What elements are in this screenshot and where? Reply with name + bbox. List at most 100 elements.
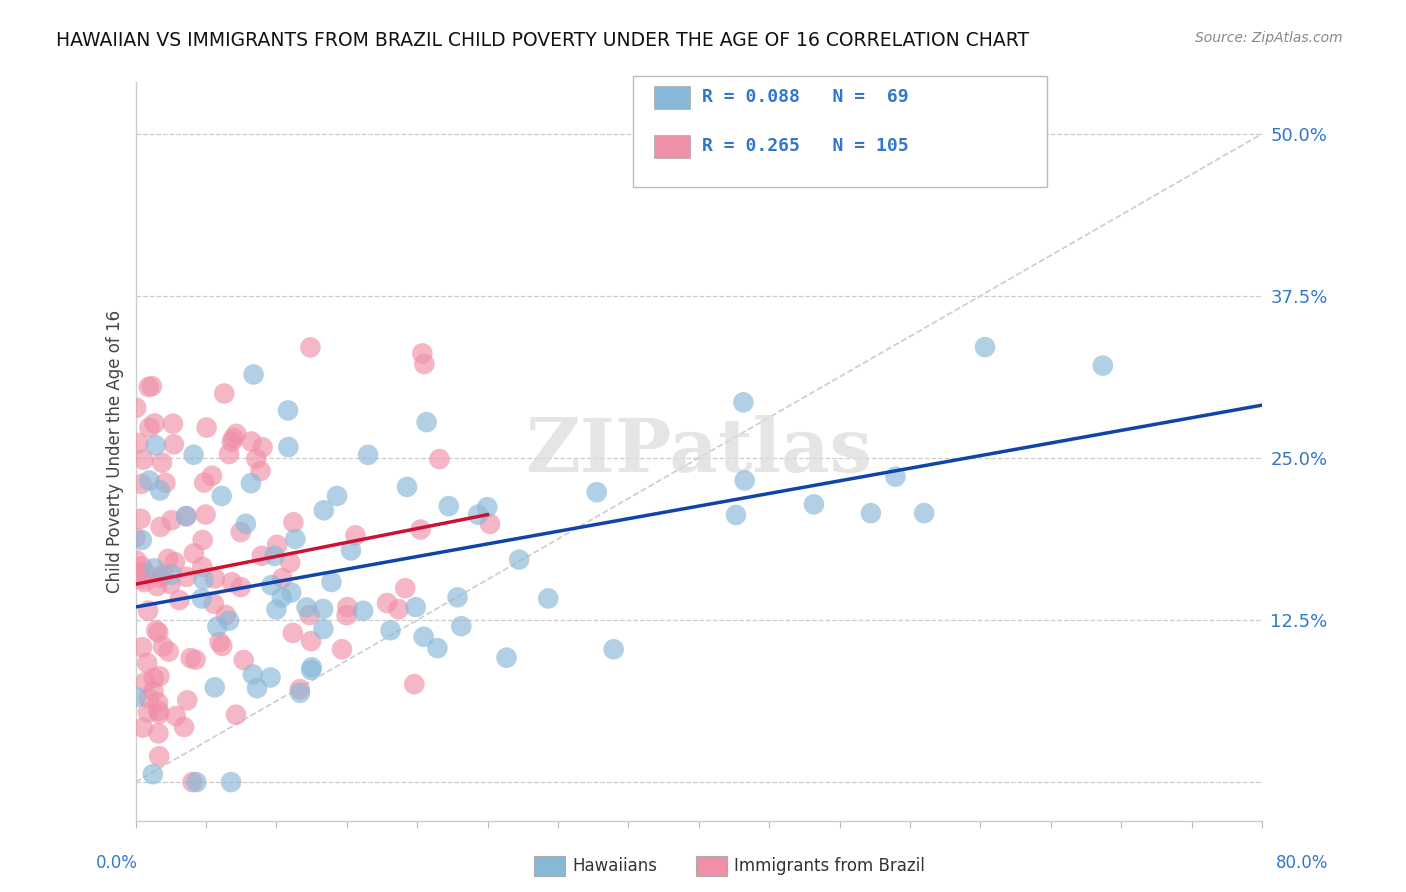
Point: [136, 706, 159, 720]
Point: [149, 570, 172, 584]
Point: [585, 485, 607, 500]
Point: [229, 580, 252, 594]
Point: [134, 566, 156, 580]
Point: [125, 690, 148, 705]
Point: [162, 417, 184, 431]
Text: 0.0%: 0.0%: [96, 855, 138, 872]
Point: [240, 434, 263, 449]
Point: [146, 579, 169, 593]
Point: [127, 565, 149, 579]
Point: [281, 626, 304, 640]
Point: [136, 604, 159, 618]
Point: [277, 403, 299, 417]
Point: [149, 520, 172, 534]
Point: [152, 640, 174, 654]
Point: [134, 675, 156, 690]
Point: [176, 693, 198, 707]
Point: [132, 721, 155, 735]
Point: [412, 630, 434, 644]
Point: [326, 489, 349, 503]
Text: R = 0.088   N =  69: R = 0.088 N = 69: [702, 88, 908, 106]
Point: [221, 575, 243, 590]
Point: [229, 524, 252, 539]
Point: [157, 645, 180, 659]
Point: [508, 552, 530, 566]
Point: [239, 476, 262, 491]
Point: [232, 653, 254, 667]
Point: [295, 600, 318, 615]
Point: [344, 528, 367, 542]
Point: [733, 395, 755, 409]
Point: [134, 575, 156, 590]
Point: [146, 696, 169, 710]
Point: [242, 368, 264, 382]
Point: [357, 448, 380, 462]
Point: [142, 684, 165, 698]
Point: [125, 401, 148, 415]
Point: [299, 663, 322, 677]
Point: [143, 561, 166, 575]
Point: [446, 591, 468, 605]
Point: [201, 468, 224, 483]
Point: [387, 602, 409, 616]
Point: [734, 474, 756, 488]
Point: [219, 775, 242, 789]
Point: [160, 513, 183, 527]
Point: [974, 340, 997, 354]
Point: [160, 567, 183, 582]
Point: [148, 726, 170, 740]
Point: [260, 578, 283, 592]
Point: [280, 585, 302, 599]
Point: [145, 438, 167, 452]
Point: [218, 447, 240, 461]
Point: [138, 420, 160, 434]
Point: [193, 573, 215, 587]
Point: [183, 546, 205, 560]
Point: [252, 440, 274, 454]
Point: [395, 480, 418, 494]
Point: [180, 651, 202, 665]
Point: [263, 549, 285, 563]
Point: [270, 591, 292, 605]
Point: [181, 775, 204, 789]
Point: [186, 775, 208, 789]
Point: [352, 604, 374, 618]
Point: [246, 681, 269, 695]
Point: [912, 506, 935, 520]
Point: [409, 523, 432, 537]
Point: [204, 681, 226, 695]
Point: [183, 448, 205, 462]
Point: [537, 591, 560, 606]
Point: [429, 452, 451, 467]
Point: [194, 508, 217, 522]
Point: [495, 650, 517, 665]
Point: [380, 624, 402, 638]
Point: [131, 559, 153, 574]
Text: Hawaiians: Hawaiians: [572, 857, 657, 875]
Point: [211, 639, 233, 653]
Point: [191, 533, 214, 547]
Point: [207, 619, 229, 633]
Point: [437, 499, 460, 513]
Point: [278, 556, 301, 570]
Point: [193, 475, 215, 490]
Point: [299, 634, 322, 648]
Point: [245, 451, 267, 466]
Point: [271, 571, 294, 585]
Point: [284, 532, 307, 546]
Point: [215, 607, 238, 622]
Point: [176, 509, 198, 524]
Point: [222, 431, 245, 445]
Point: [225, 426, 247, 441]
Point: [249, 464, 271, 478]
Point: [426, 641, 449, 656]
Point: [602, 642, 624, 657]
Point: [136, 656, 159, 670]
Point: [174, 509, 197, 524]
Point: [803, 497, 825, 511]
Text: Source: ZipAtlas.com: Source: ZipAtlas.com: [1195, 31, 1343, 45]
Point: [225, 707, 247, 722]
Point: [138, 691, 160, 706]
Point: [467, 508, 489, 522]
Point: [884, 469, 907, 483]
